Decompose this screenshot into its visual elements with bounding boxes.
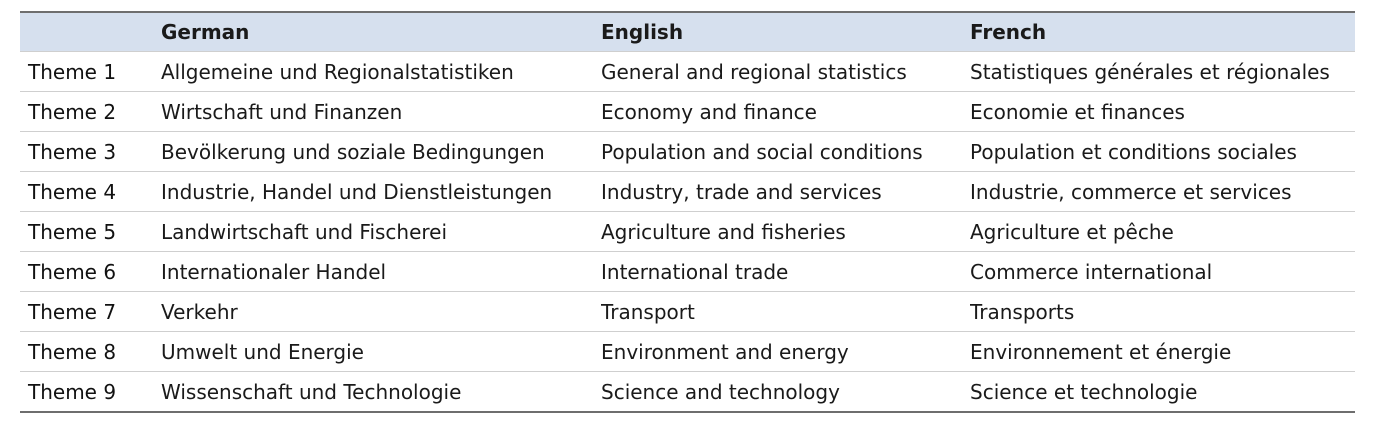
german-cell: Allgemeine und Regionalstatistiken <box>161 59 514 84</box>
english-cell: Population and social conditions <box>601 139 923 164</box>
table-row: Theme 7 Verkehr Transport Transports <box>20 291 1355 332</box>
german-cell: Industrie, Handel und Dienstleistungen <box>161 179 553 204</box>
table-row: Theme 6 Internationaler Handel Internati… <box>20 251 1355 292</box>
header-english: English <box>601 20 684 44</box>
german-cell: Bevölkerung und soziale Bedingungen <box>161 139 545 164</box>
theme-cell: Theme 5 <box>28 219 117 244</box>
theme-cell: Theme 1 <box>28 59 117 84</box>
themes-table-container: German English French Theme 1 Allgemeine… <box>20 11 1355 413</box>
french-cell: Science et technologie <box>970 379 1198 404</box>
french-cell: Statistiques générales et régionales <box>970 59 1330 84</box>
french-cell: Agriculture et pêche <box>970 219 1174 244</box>
theme-cell: Theme 7 <box>28 299 117 324</box>
table-row: Theme 4 Industrie, Handel und Dienstleis… <box>20 171 1355 212</box>
german-cell: Landwirtschaft und Fischerei <box>161 219 448 244</box>
english-cell: Environment and energy <box>601 339 849 364</box>
english-cell: General and regional statistics <box>601 59 907 84</box>
theme-cell: Theme 3 <box>28 139 117 164</box>
theme-cell: Theme 2 <box>28 99 117 124</box>
theme-cell: Theme 8 <box>28 339 117 364</box>
german-cell: Verkehr <box>161 299 238 324</box>
german-cell: Wirtschaft und Finanzen <box>161 99 403 124</box>
table-body: Theme 1 Allgemeine und Regionalstatistik… <box>20 51 1355 412</box>
german-cell: Umwelt und Energie <box>161 339 364 364</box>
english-cell: Transport <box>601 299 695 324</box>
german-cell: Internationaler Handel <box>161 259 387 284</box>
table-header: German English French <box>20 12 1355 52</box>
table-row: Theme 1 Allgemeine und Regionalstatistik… <box>20 51 1355 92</box>
english-cell: Economy and finance <box>601 99 817 124</box>
table-row: Theme 9 Wissenschaft und Technologie Sci… <box>20 371 1355 412</box>
english-cell: International trade <box>601 259 789 284</box>
english-cell: Agriculture and fisheries <box>601 219 846 244</box>
header-theme <box>20 12 161 52</box>
theme-cell: Theme 9 <box>28 379 117 404</box>
french-cell: Commerce international <box>970 259 1213 284</box>
theme-cell: Theme 6 <box>28 259 117 284</box>
german-cell: Wissenschaft und Technologie <box>161 379 462 404</box>
french-cell: Economie et finances <box>970 99 1185 124</box>
table-row: Theme 8 Umwelt und Energie Environment a… <box>20 331 1355 372</box>
french-cell: Industrie, commerce et services <box>970 179 1292 204</box>
header-german: German <box>161 20 250 44</box>
french-cell: Population et conditions sociales <box>970 139 1297 164</box>
table-row: Theme 3 Bevölkerung und soziale Bedingun… <box>20 131 1355 172</box>
english-cell: Science and technology <box>601 379 840 404</box>
french-cell: Transports <box>970 299 1075 324</box>
theme-cell: Theme 4 <box>28 179 117 204</box>
french-cell: Environnement et énergie <box>970 339 1232 364</box>
themes-translation-table: German English French Theme 1 Allgemeine… <box>20 11 1355 413</box>
english-cell: Industry, trade and services <box>601 179 882 204</box>
header-french: French <box>970 20 1047 44</box>
table-row: Theme 2 Wirtschaft und Finanzen Economy … <box>20 91 1355 132</box>
table-row: Theme 5 Landwirtschaft und Fischerei Agr… <box>20 211 1355 252</box>
header-row: German English French <box>20 12 1355 52</box>
